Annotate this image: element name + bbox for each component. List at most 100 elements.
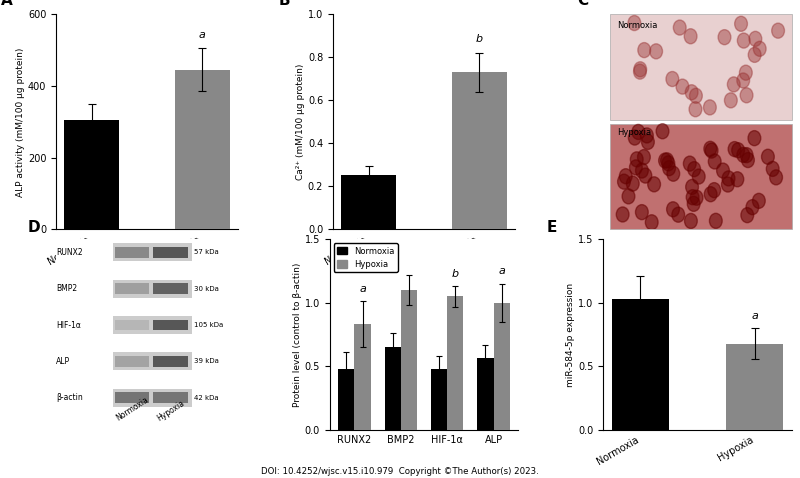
Circle shape xyxy=(710,213,722,228)
Circle shape xyxy=(666,72,678,87)
Text: 57 kDa: 57 kDa xyxy=(194,250,218,255)
Bar xyxy=(452,73,507,229)
Bar xyxy=(113,243,192,261)
Y-axis label: Protein level (control to β-actin): Protein level (control to β-actin) xyxy=(293,262,302,407)
Text: 105 kDa: 105 kDa xyxy=(194,322,223,328)
Y-axis label: miR-584-5p expression: miR-584-5p expression xyxy=(566,282,575,387)
Circle shape xyxy=(630,152,643,167)
Bar xyxy=(113,316,192,334)
Circle shape xyxy=(635,205,648,220)
Bar xyxy=(341,174,396,229)
Circle shape xyxy=(672,207,685,222)
Bar xyxy=(153,247,188,258)
Text: a: a xyxy=(199,30,206,40)
Circle shape xyxy=(740,148,753,163)
Bar xyxy=(153,356,188,367)
Bar xyxy=(113,280,192,298)
Bar xyxy=(338,369,354,430)
Circle shape xyxy=(692,169,705,184)
Circle shape xyxy=(731,172,744,187)
Bar xyxy=(174,70,230,229)
Text: a: a xyxy=(359,284,366,294)
Bar xyxy=(114,283,150,294)
Text: 42 kDa: 42 kDa xyxy=(194,395,218,401)
Circle shape xyxy=(762,149,774,164)
Circle shape xyxy=(630,160,642,175)
Bar xyxy=(114,247,150,258)
Circle shape xyxy=(646,215,658,230)
Circle shape xyxy=(628,130,641,145)
Text: Normoxia: Normoxia xyxy=(617,21,658,30)
Legend: Normoxia, Hypoxia: Normoxia, Hypoxia xyxy=(334,243,398,272)
Circle shape xyxy=(683,156,696,171)
Circle shape xyxy=(690,190,703,205)
Circle shape xyxy=(650,44,662,59)
Circle shape xyxy=(635,163,648,178)
Circle shape xyxy=(748,130,761,146)
Circle shape xyxy=(772,23,785,38)
Circle shape xyxy=(658,153,671,168)
Circle shape xyxy=(619,169,632,184)
Circle shape xyxy=(742,152,754,168)
Text: Hypoxia: Hypoxia xyxy=(617,129,651,137)
Text: A: A xyxy=(2,0,13,8)
FancyBboxPatch shape xyxy=(610,14,792,120)
Circle shape xyxy=(662,161,675,176)
Circle shape xyxy=(728,141,741,157)
Circle shape xyxy=(648,177,661,192)
Circle shape xyxy=(708,154,721,169)
Circle shape xyxy=(689,102,702,117)
Circle shape xyxy=(690,88,702,103)
Circle shape xyxy=(703,100,716,115)
Text: a: a xyxy=(498,266,505,276)
Bar xyxy=(494,303,510,430)
Bar xyxy=(153,283,188,294)
Circle shape xyxy=(746,200,758,215)
Circle shape xyxy=(718,30,731,45)
Circle shape xyxy=(622,189,635,204)
Bar xyxy=(354,325,370,430)
Circle shape xyxy=(748,47,761,63)
Bar xyxy=(153,320,188,330)
Circle shape xyxy=(686,190,699,205)
Bar xyxy=(113,389,192,407)
Circle shape xyxy=(722,177,734,192)
Circle shape xyxy=(754,41,766,56)
Circle shape xyxy=(667,166,680,181)
Circle shape xyxy=(722,171,735,186)
Bar xyxy=(153,392,188,403)
Text: D: D xyxy=(28,220,40,235)
Circle shape xyxy=(628,15,641,31)
Bar xyxy=(401,290,417,430)
Text: C: C xyxy=(577,0,588,8)
Text: E: E xyxy=(546,220,557,235)
Circle shape xyxy=(732,143,745,158)
Text: 30 kDa: 30 kDa xyxy=(194,286,218,292)
Bar xyxy=(114,356,150,367)
Bar xyxy=(113,352,192,370)
Circle shape xyxy=(686,85,698,100)
Circle shape xyxy=(634,62,646,77)
Circle shape xyxy=(642,134,654,150)
Circle shape xyxy=(674,20,686,35)
Circle shape xyxy=(618,174,630,189)
Circle shape xyxy=(741,207,754,223)
Bar xyxy=(64,120,119,229)
Circle shape xyxy=(662,156,674,171)
Circle shape xyxy=(634,64,646,79)
Circle shape xyxy=(688,162,701,177)
Circle shape xyxy=(738,33,750,48)
Circle shape xyxy=(725,93,738,108)
FancyBboxPatch shape xyxy=(610,124,792,229)
Circle shape xyxy=(686,179,698,195)
Circle shape xyxy=(770,170,782,185)
Circle shape xyxy=(704,141,717,156)
Text: Hypoxia: Hypoxia xyxy=(156,398,186,423)
Bar xyxy=(431,369,447,430)
Circle shape xyxy=(708,183,721,198)
Circle shape xyxy=(749,32,762,46)
Text: B: B xyxy=(278,0,290,8)
Circle shape xyxy=(704,187,717,202)
Circle shape xyxy=(616,207,629,222)
Text: BMP2: BMP2 xyxy=(56,284,77,293)
